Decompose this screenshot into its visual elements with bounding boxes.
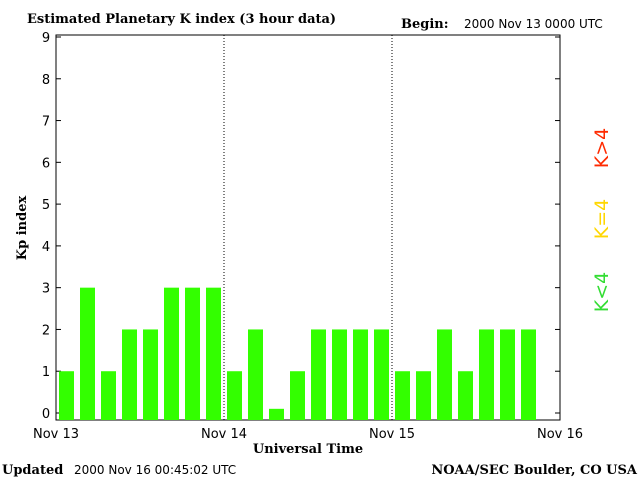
kp-bar: [416, 371, 431, 420]
x-tick-label: Nov 14: [201, 427, 247, 442]
x-axis-label: Universal Time: [253, 442, 363, 457]
kp-bar: [143, 329, 158, 420]
y-tick-label: 7: [42, 115, 50, 130]
kp-bar: [164, 287, 179, 420]
legend-k-greater-4: K>4: [591, 128, 613, 168]
x-axis: Nov 13 Nov 14 Nov 15 Nov 16: [33, 427, 583, 442]
y-tick-label: 4: [42, 240, 50, 255]
kp-bar: [227, 371, 242, 420]
legend-k-less-4: K<4: [591, 272, 613, 312]
y-tick-label: 5: [42, 198, 50, 213]
kp-bar: [332, 329, 347, 420]
y-axis-label: Kp index: [15, 196, 30, 261]
y-tick-label: 9: [42, 31, 50, 46]
chart-title: Estimated Planetary K index (3 hour data…: [27, 12, 336, 27]
kp-bar: [122, 329, 137, 420]
kp-bar: [101, 371, 116, 420]
x-tick-label: Nov 15: [369, 427, 415, 442]
kp-bar: [248, 329, 263, 420]
updated-value: 2000 Nov 16 00:45:02 UTC: [74, 463, 236, 477]
kp-bar: [185, 287, 200, 420]
x-tick-label: Nov 16: [537, 427, 583, 442]
kp-bar: [374, 329, 389, 420]
credit-text: NOAA/SEC Boulder, CO USA: [431, 463, 638, 478]
kp-bar: [500, 329, 515, 420]
kp-bar: [290, 371, 305, 420]
kp-bar: [458, 371, 473, 420]
kp-bar: [521, 329, 536, 420]
kp-bar: [80, 287, 95, 420]
y-tick-label: 2: [42, 323, 50, 338]
y-tick-label: 3: [42, 282, 50, 297]
bar-series: [59, 287, 536, 420]
plot-frame: [55, 34, 561, 421]
y-tick-label: 1: [42, 365, 50, 380]
y-tick-label: 6: [42, 156, 50, 171]
kp-bar: [206, 287, 221, 420]
kp-bar: [353, 329, 368, 420]
legend-k-equal-4: K=4: [591, 199, 613, 239]
kp-bar: [269, 408, 284, 420]
kp-bar: [479, 329, 494, 420]
day-separators: [223, 35, 393, 420]
updated-label: Updated: [2, 463, 63, 478]
kp-bar: [437, 329, 452, 420]
kp-bar: [59, 371, 74, 420]
kp-bar: [311, 329, 326, 420]
x-tick-label: Nov 13: [33, 427, 79, 442]
y-axis: 0 1 2 3 4 5 6 7 8 9: [42, 31, 560, 422]
y-tick-label: 0: [42, 407, 50, 422]
begin-label: Begin:: [401, 17, 449, 32]
begin-value: 2000 Nov 13 0000 UTC: [464, 17, 603, 31]
kp-bar: [395, 371, 410, 420]
y-tick-label: 8: [42, 73, 50, 88]
